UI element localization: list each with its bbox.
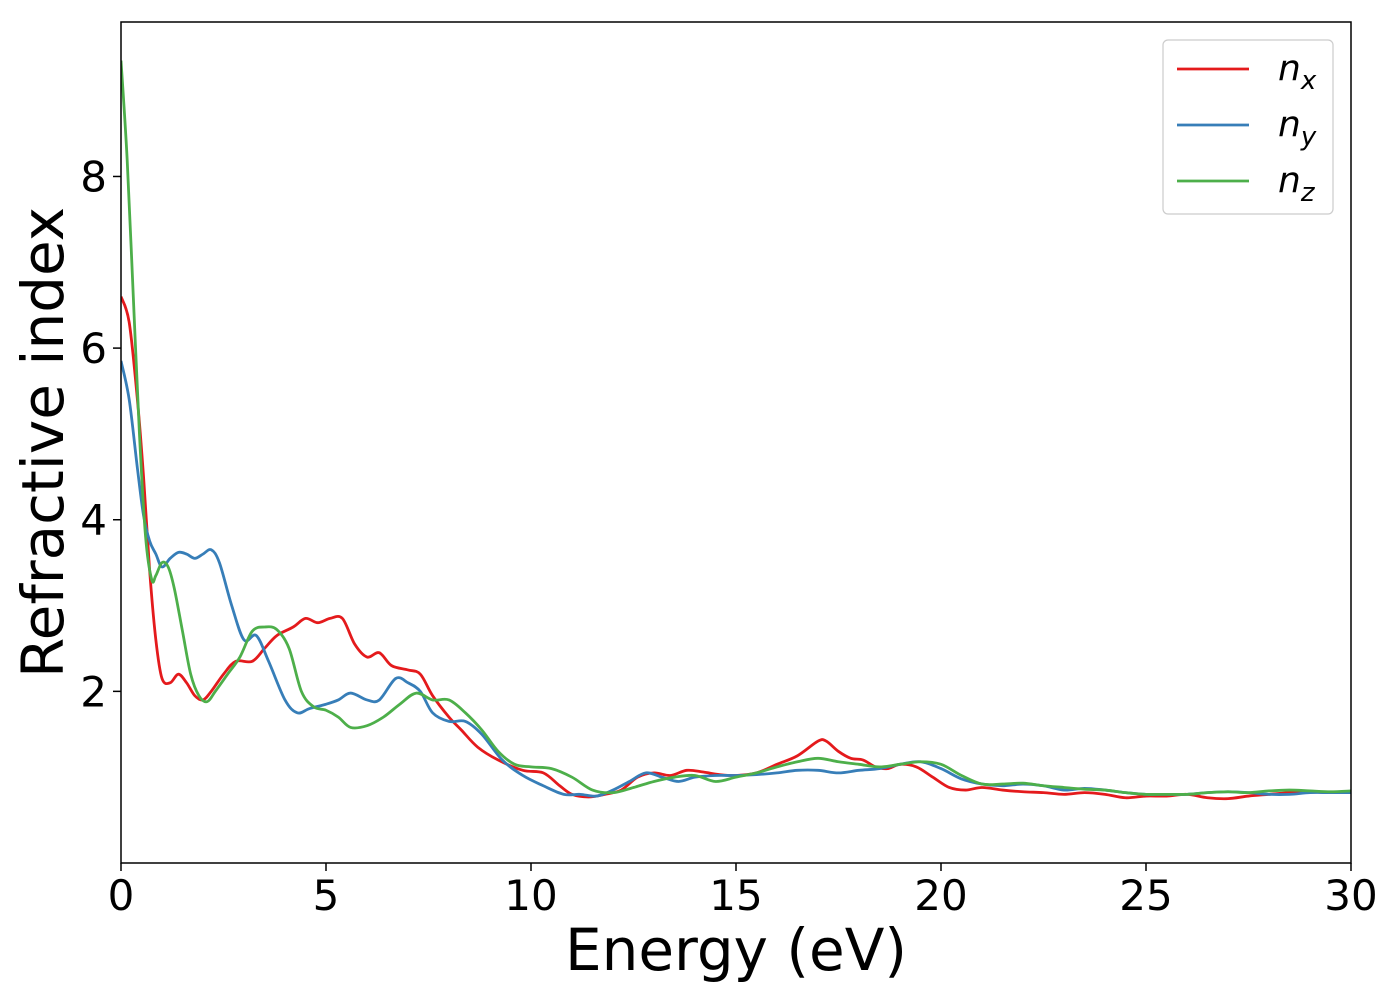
x-tick-label: 25 [1119,871,1172,920]
legend: nx ny nz [1162,39,1334,215]
x-tick-label: 5 [313,871,340,920]
x-tick-label: 0 [108,871,135,920]
plot-lines [121,60,1351,801]
y-tick-label: 8 [80,152,107,201]
series-line-n-y [121,360,1351,798]
x-tick-label: 30 [1324,871,1377,920]
legend-box [1162,39,1334,215]
x-axis-title: Energy (eV) [565,916,907,984]
x-tick-label: 20 [914,871,967,920]
x-axis-ticks: 0 5 10 15 20 25 30 [108,863,1378,920]
series-line-n-x [121,296,1351,801]
legend-label-n-z: nz [1278,160,1316,208]
y-tick-label: 4 [80,496,107,545]
legend-label-n-x: nx [1278,48,1317,96]
series-line-n-z [121,60,1351,796]
y-axis-title: Refractive index [9,207,77,678]
x-tick-label: 15 [709,871,762,920]
legend-label-n-y: ny [1278,104,1317,152]
x-tick-label: 10 [504,871,557,920]
y-tick-label: 6 [80,324,107,373]
y-axis-ticks: 2 4 6 8 [80,152,121,716]
y-tick-label: 2 [80,667,107,716]
